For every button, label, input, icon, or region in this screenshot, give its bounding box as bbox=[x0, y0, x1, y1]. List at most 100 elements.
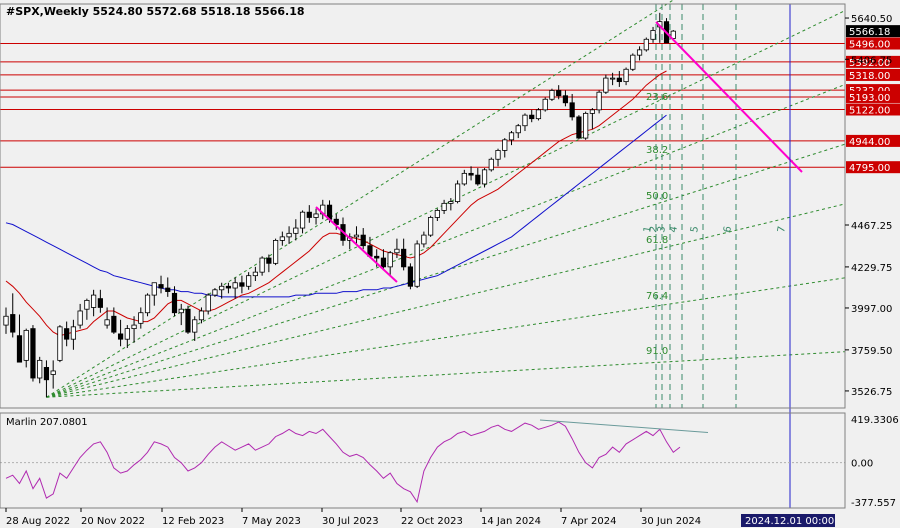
ma-fast-line bbox=[5, 70, 667, 337]
candle-body bbox=[3, 315, 9, 326]
indicator-label: Marlin 207.0801 bbox=[6, 417, 88, 428]
candle-body bbox=[225, 285, 232, 289]
candle-body bbox=[515, 125, 521, 134]
marlin-indicator bbox=[0, 419, 845, 504]
candle-body bbox=[30, 328, 36, 379]
date-tick-label: 30 Jul 2023 bbox=[322, 516, 379, 527]
candle-body bbox=[407, 266, 414, 287]
fan-line bbox=[46, 351, 846, 398]
level-label: 5193.00 bbox=[849, 93, 890, 104]
fan-line bbox=[46, 143, 846, 398]
time-zone-label: 5 bbox=[689, 225, 701, 233]
candle-body bbox=[562, 95, 569, 104]
candle-body bbox=[279, 236, 285, 241]
fan-label: 61.8 bbox=[646, 235, 668, 246]
candle-body bbox=[23, 329, 29, 361]
main-pane-frame bbox=[0, 3, 846, 409]
price-tick-label: 3997.00 bbox=[851, 304, 892, 315]
candle-body bbox=[111, 315, 117, 333]
fan-line bbox=[46, 10, 846, 398]
candle-body bbox=[57, 326, 63, 361]
level-label: 5122.00 bbox=[849, 105, 890, 116]
horizontal-levels: 5496.005392.005318.005232.005193.005122.… bbox=[0, 37, 900, 174]
moving-averages bbox=[5, 70, 667, 337]
axes: 5640.50 5406.75 4467.25 4229.75 3997.00 3759.… bbox=[0, 3, 900, 527]
trend-line-old bbox=[315, 206, 398, 283]
candle-body bbox=[650, 30, 656, 40]
level-label: 5496.00 bbox=[849, 40, 890, 51]
candle-body bbox=[286, 232, 292, 238]
indicator-tick-label: 0.00 bbox=[851, 459, 873, 470]
time-zone-label: 2 bbox=[648, 225, 660, 233]
candle-body bbox=[138, 312, 144, 324]
fan-line bbox=[46, 203, 846, 398]
candle-body bbox=[603, 77, 609, 93]
time-zone-label: 3 bbox=[656, 225, 668, 233]
candle-body bbox=[475, 174, 481, 185]
time-zone-label: 1 bbox=[642, 225, 654, 233]
date-tick-label: 12 Feb 2023 bbox=[162, 516, 224, 527]
fan-label: 76.4 bbox=[646, 291, 668, 302]
candle-body bbox=[64, 328, 70, 340]
candle-body bbox=[212, 289, 218, 296]
candle-body bbox=[441, 202, 447, 211]
candle-body bbox=[556, 90, 562, 97]
candle-body bbox=[205, 294, 211, 312]
fan-label: 38.2 bbox=[646, 145, 668, 156]
cursor-date-tag bbox=[741, 514, 835, 527]
date-tick-label: 14 Jan 2024 bbox=[481, 516, 541, 527]
candle-body bbox=[488, 158, 494, 171]
candle-body bbox=[171, 292, 178, 314]
candle-body bbox=[84, 299, 90, 310]
level-tag bbox=[846, 103, 900, 116]
symbol-line: #SPX,Weekly 5524.80 5572.68 5518.18 5566… bbox=[6, 5, 305, 18]
candle-body bbox=[165, 287, 171, 292]
price-tick-label: 3759.50 bbox=[851, 346, 892, 357]
candle-body bbox=[535, 109, 542, 120]
fan-label: 91.0 bbox=[646, 346, 668, 357]
candle-body bbox=[596, 91, 602, 111]
candle-body bbox=[508, 132, 515, 141]
candle-body bbox=[252, 271, 258, 277]
candle-body bbox=[313, 213, 319, 218]
level-tag bbox=[846, 161, 900, 174]
candle-body bbox=[576, 116, 582, 139]
candle-body bbox=[43, 367, 50, 381]
candle-body bbox=[232, 282, 238, 289]
current-price-label: 5566.18 bbox=[849, 27, 890, 38]
level-label: 4795.00 bbox=[849, 163, 890, 174]
price-tick-label: 5406.75 bbox=[851, 55, 892, 66]
cursor-date-label: 2024.12.01 00:00 bbox=[745, 516, 834, 527]
candle-body bbox=[636, 49, 643, 56]
candle-body bbox=[481, 169, 488, 185]
fan-label: 50.0 bbox=[646, 191, 668, 202]
trend-line-new bbox=[655, 21, 803, 173]
level-tag bbox=[846, 90, 900, 103]
indicator-pane-frame bbox=[0, 412, 846, 509]
date-tick-label: 7 May 2023 bbox=[242, 516, 301, 527]
fan-line bbox=[46, 84, 846, 398]
indicator-tick-label: -377.557 bbox=[851, 498, 896, 509]
current-price-tag bbox=[846, 25, 900, 38]
level-label: 5392.00 bbox=[849, 58, 890, 69]
candle-body bbox=[70, 326, 76, 340]
date-tick-label: 22 Oct 2023 bbox=[401, 516, 463, 527]
indicator-divergence-line bbox=[539, 419, 709, 433]
candle-body bbox=[468, 172, 474, 176]
candle-body bbox=[461, 172, 467, 185]
candle-body bbox=[158, 284, 164, 289]
candle-body bbox=[272, 240, 279, 264]
level-label: 4944.00 bbox=[849, 137, 890, 148]
candle-body bbox=[428, 217, 434, 236]
candle-body bbox=[380, 257, 387, 268]
candle-body bbox=[293, 227, 299, 234]
candle-body bbox=[502, 139, 508, 151]
fan-label: 23.6 bbox=[646, 92, 668, 103]
ma-slow-line bbox=[5, 114, 667, 298]
date-tick-label: 7 Apr 2024 bbox=[561, 516, 616, 527]
level-tag bbox=[846, 55, 900, 68]
candle-body bbox=[623, 68, 629, 83]
candle-body bbox=[246, 275, 252, 287]
candle-body bbox=[495, 150, 501, 160]
